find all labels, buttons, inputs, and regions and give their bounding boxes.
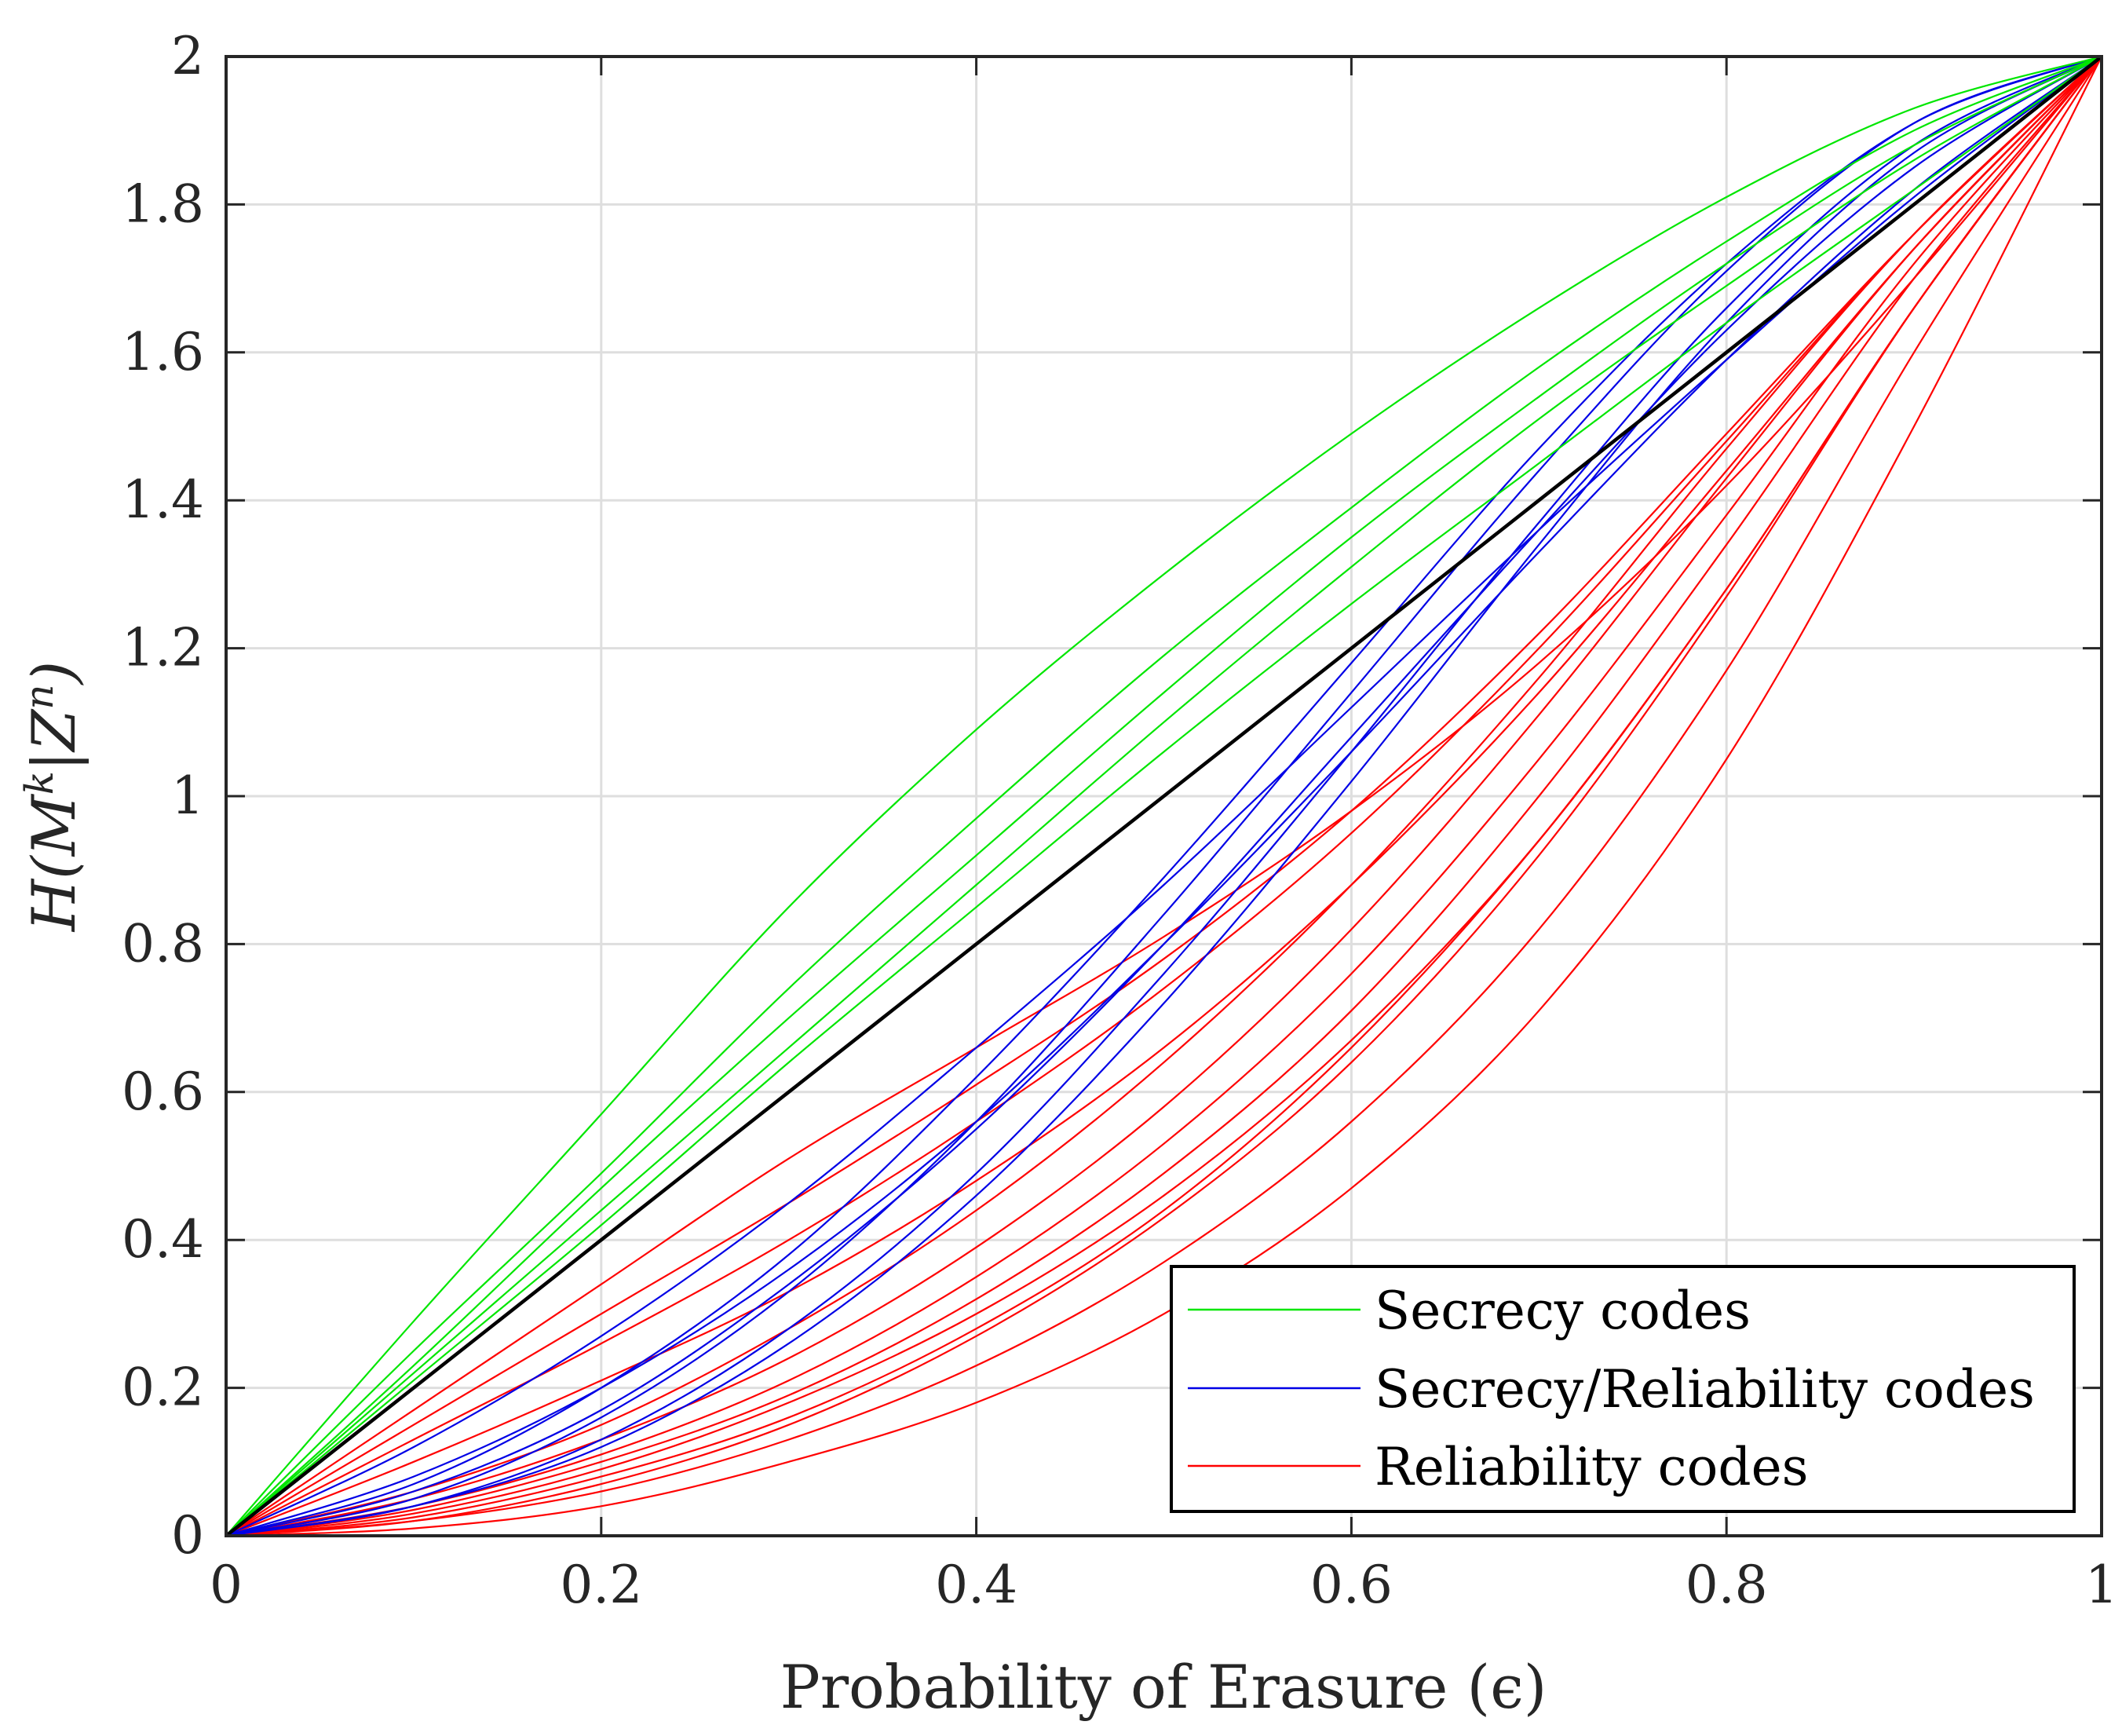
series-line-secrecy-reliability-10 (225, 55, 2102, 1537)
series-line-reliability-19 (225, 56, 2102, 1537)
x-axis-label: Probability of Erasure (ϵ) (780, 1652, 1547, 1722)
series-lines (225, 55, 2103, 1537)
y-axis-label-sup-n: n (16, 684, 62, 709)
x-tick-label: 1 (2085, 1555, 2118, 1615)
legend: Secrecy codes Secrecy/Reliability codes … (1170, 1265, 2076, 1513)
series-line-secrecy-3 (225, 56, 2102, 1537)
series-line-reliability-23 (225, 56, 2102, 1537)
y-axis-label-base: H(M (19, 793, 89, 933)
series-line-secrecy-reliability-8 (225, 56, 2102, 1537)
series-line-reliability-18 (225, 56, 2102, 1537)
y-tick-label: 1.8 (122, 174, 204, 234)
x-tick-label: 0 (210, 1555, 243, 1615)
y-axis-label-mid: |Z (19, 709, 89, 772)
axis-ticks: 0 0.2 0.4 0.6 0.8 1 0 0.2 0.4 0.6 0.8 1 1.2 1.4 1.6 1.8… (122, 26, 2118, 1615)
y-tick-label: 1 (171, 766, 204, 826)
y-tick-label: 1.4 (122, 470, 204, 530)
series-line-secrecy-reliability-7 (225, 56, 2102, 1537)
y-tick-label: 0.8 (122, 913, 204, 974)
series-line-secrecy-4 (225, 56, 2102, 1537)
y-tick-label: 0.2 (122, 1358, 204, 1418)
series-line-baseline-25 (225, 55, 2103, 1537)
series-line-secrecy-1 (225, 55, 2102, 1537)
y-axis-label: H(Mk|Zn) (16, 661, 89, 933)
series-line-reliability-17 (225, 56, 2102, 1537)
legend-label-reliability: Reliability codes (1375, 1437, 1809, 1497)
series-line-reliability-22 (225, 56, 2102, 1537)
x-tick-label: 0.8 (1686, 1555, 1768, 1615)
series-line-reliability-21 (225, 56, 2102, 1537)
series-line-reliability-24 (225, 56, 2102, 1537)
y-tick-label: 2 (171, 26, 204, 86)
series-line-reliability-14 (225, 56, 2102, 1537)
y-tick-label: 1.2 (122, 618, 204, 678)
series-line-secrecy-2 (225, 56, 2102, 1537)
y-axis-label-end: ) (19, 661, 89, 686)
series-line-secrecy-reliability-11 (225, 56, 2102, 1537)
series-line-reliability-12 (225, 56, 2102, 1537)
series-line-secrecy-0 (225, 55, 2102, 1537)
series-line-reliability-15 (225, 56, 2102, 1537)
y-axis-label-sup-k: k (16, 771, 62, 795)
legend-label-secrecy-reliability: Secrecy/Reliability codes (1375, 1359, 2035, 1420)
x-tick-label: 0.4 (935, 1555, 1017, 1615)
series-line-reliability-16 (225, 56, 2102, 1537)
y-tick-label: 0.6 (122, 1062, 204, 1122)
y-tick-label: 0.4 (122, 1209, 204, 1270)
x-tick-label: 0.2 (560, 1555, 642, 1615)
x-tick-label: 0.6 (1310, 1555, 1393, 1615)
y-tick-label: 0 (171, 1505, 204, 1566)
legend-label-secrecy: Secrecy codes (1375, 1281, 1751, 1341)
series-line-secrecy-reliability-6 (225, 56, 2102, 1537)
series-line-secrecy-reliability-9 (225, 55, 2102, 1537)
y-tick-label: 1.6 (122, 322, 204, 382)
